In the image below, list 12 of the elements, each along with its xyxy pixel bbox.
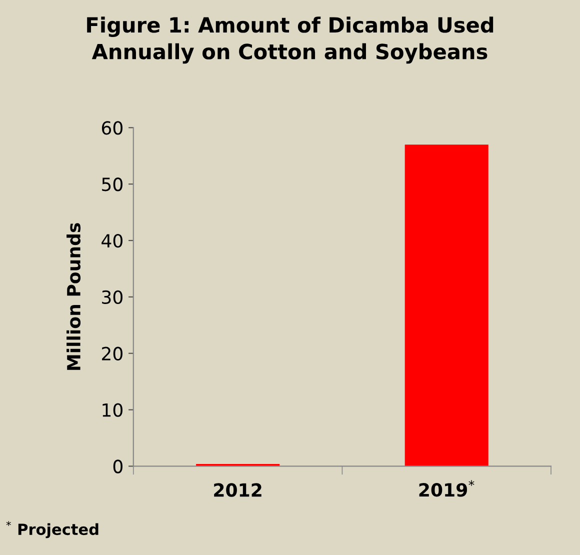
y-tick-label: 60 <box>102 121 122 135</box>
y-tick-label: 10 <box>102 403 122 417</box>
y-tick-label: 0 <box>113 460 122 474</box>
y-axis-title: Million Pounds <box>66 223 81 370</box>
y-tick-label: 20 <box>102 346 122 360</box>
x-tick-label: 2012 <box>214 483 262 497</box>
x-tick-label: 2019$^{*}$ <box>419 480 474 497</box>
text: $^{*}$ Projected <box>6 521 98 538</box>
chart-title: Figure 1: Amount of Dicamba Used Annually on Cotton and Soybeans <box>87 16 494 64</box>
y-tick-label: 50 <box>102 178 122 192</box>
y-tick-label: 30 <box>102 290 122 304</box>
y-tick-label: 40 <box>102 234 122 248</box>
